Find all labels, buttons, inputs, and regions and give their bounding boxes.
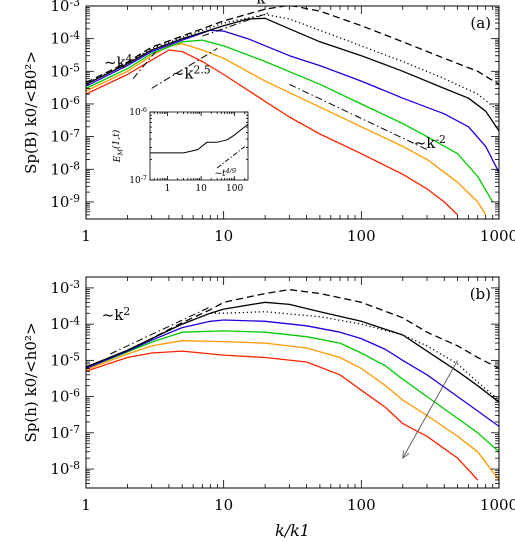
panel-b: ~k2 1 10 100 1000 10-8 10-7 10-6 10-5 10-4 10-3 (b)… bbox=[22, 276, 515, 540]
panel-a-series-line-2 bbox=[86, 43, 487, 216]
panel-a-inset-frame bbox=[149, 111, 249, 181]
panel-b-guide-line-1 bbox=[110, 306, 211, 355]
panel-b-series-line-3 bbox=[86, 330, 499, 453]
panel-a-inset-guide-label: ~t4/9 bbox=[214, 167, 236, 179]
panel-a-inset-y-tick-label: 10-6 bbox=[129, 106, 147, 118]
panel-b-x-tick-label: 100 bbox=[347, 496, 376, 514]
panel-a-inset-series-line-1 bbox=[150, 123, 248, 154]
panel-b-y-tick-label: 10-5 bbox=[50, 351, 80, 370]
panel-a-frame bbox=[85, 5, 500, 220]
panel-b-x-tick-label: 1 bbox=[81, 496, 91, 514]
panel-b-series-line-2 bbox=[86, 340, 499, 481]
panel-a-guide-label-1: ~k4 bbox=[104, 53, 133, 72]
panel-b-x-tick-label: 10 bbox=[214, 496, 233, 514]
panel-b-series-line-4 bbox=[86, 319, 499, 427]
panel-a-inset-y-tick-label: 10-7 bbox=[129, 174, 147, 186]
panel-a-y-tick-label: 10-8 bbox=[50, 159, 80, 178]
panel-b-series-line-6 bbox=[86, 311, 499, 401]
panel-a-y-tick-label: 10-9 bbox=[50, 192, 80, 211]
panel-b-y-tick-label: 10-7 bbox=[50, 423, 80, 442]
panel-a-y-axis-label: Sp(B) k0/<B0²> bbox=[22, 51, 40, 174]
panel-a-series-line-3 bbox=[86, 39, 494, 203]
panel-a-series-line-5 bbox=[86, 17, 499, 132]
panel-a-x-tick-label: 1000 bbox=[480, 227, 515, 245]
panel-b-y-tick-label: 10-6 bbox=[50, 387, 80, 406]
panel-a-plot-area bbox=[86, 6, 499, 216]
panel-b-x-axis-label: k/k1 bbox=[275, 521, 310, 540]
panel-a-guide-line-4 bbox=[289, 83, 428, 151]
panel-b-x-tick-label: 1000 bbox=[480, 496, 515, 514]
panel-a-x-tick-label: 1 bbox=[81, 227, 91, 245]
panel-a-inset-y-axis-label: EM(1,t) bbox=[111, 129, 124, 163]
panel-b-series-line-1 bbox=[86, 350, 479, 481]
panel-b-guide-label-1: ~k2 bbox=[102, 305, 131, 324]
panel-b-time-arrow bbox=[403, 360, 458, 458]
panel-a-panel-label: (a) bbox=[470, 14, 491, 32]
panel-a-inset-x-tick-label: 1 bbox=[165, 184, 171, 194]
panel-a-series-line-4 bbox=[86, 29, 499, 173]
panel-b-y-tick-label: 10-3 bbox=[50, 278, 80, 297]
panel-a-guide-label-4: ~k-2 bbox=[414, 133, 446, 152]
panel-a-y-tick-label: 10-3 bbox=[50, 0, 80, 15]
panel-a-guide-line-2 bbox=[151, 48, 218, 89]
panel-a-series-line-1 bbox=[86, 49, 459, 216]
panel-b-series-line-7 bbox=[86, 288, 499, 369]
panel-a-y-tick-label: 10-6 bbox=[50, 94, 80, 113]
panel-a-inset-x-tick-label: 100 bbox=[226, 184, 243, 194]
panel-a-inset: 1 10 100 10-7 10-6 EM(1,t) ~t4/9 bbox=[108, 104, 256, 202]
panel-a-y-tick-label: 10-5 bbox=[50, 61, 80, 80]
panel-a-y-tick-label: 10-7 bbox=[50, 127, 80, 146]
panel-a-inset-guide-line bbox=[216, 146, 246, 169]
panel-b-y-tick-label: 10-4 bbox=[50, 314, 80, 333]
panel-a-guide-label-2: ~k2.5 bbox=[172, 64, 211, 83]
panel-a-guide-line-1 bbox=[132, 51, 156, 79]
panel-b-frame bbox=[85, 276, 500, 489]
panel-b-plot-area bbox=[86, 288, 499, 481]
panel-a-guide-line-3 bbox=[202, 11, 271, 37]
panel-b-y-tick-label: 10-8 bbox=[50, 459, 80, 478]
panel-a-x-tick-label: 100 bbox=[347, 227, 376, 245]
panel-a-guide-label-3: ~k3/2 bbox=[244, 0, 283, 7]
panel-b-y-axis-label: Sp(h) k0/<h0²> bbox=[22, 322, 40, 442]
panel-a-x-tick-label: 10 bbox=[214, 227, 233, 245]
panel-b-panel-label: (b) bbox=[470, 285, 491, 303]
panel-a: ~k4~k2.5~k3/2~k-2110100100010-910-810-71… bbox=[22, 0, 515, 245]
panel-a-y-tick-label: 10-4 bbox=[50, 29, 80, 48]
panel-a-inset-x-tick-label: 10 bbox=[195, 184, 207, 194]
